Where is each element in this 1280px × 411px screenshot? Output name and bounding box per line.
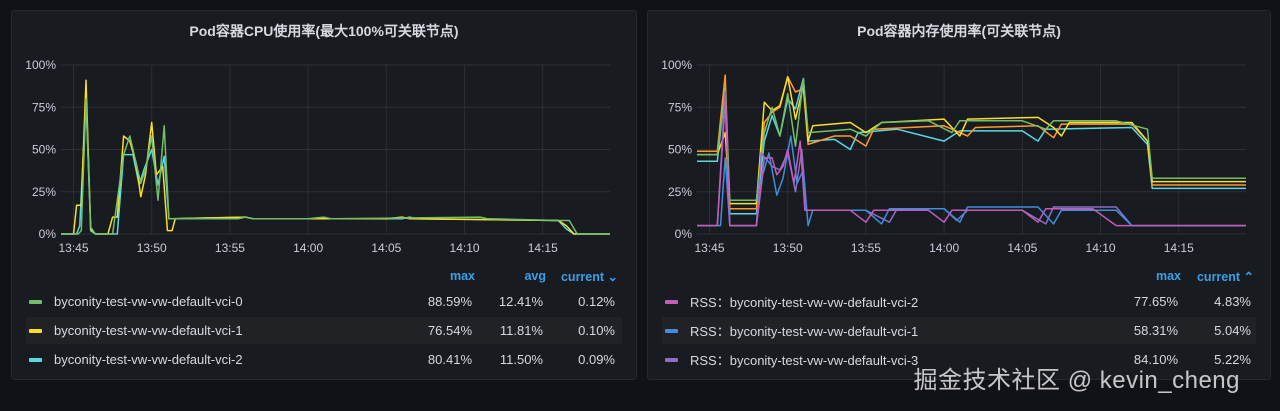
memory-usage-panel: Pod容器内存使用率(可关联节点) 0% 25% 50% 75% 100% 13:45 13… [647, 10, 1271, 380]
series-color-swatch [29, 328, 42, 333]
series-name: RSS：byconity-test-vw-vw-default-vci-3 [690, 353, 919, 368]
series-line[interactable] [697, 77, 1246, 215]
cpu-usage-panel: Pod容器CPU使用率(最大100%可关联节点) 0% 25% 50% 75% 100%… [11, 10, 637, 380]
legend-value-max: 76.54% [427, 323, 472, 338]
series-color-swatch [665, 328, 678, 333]
y-tick-label: 25% [32, 185, 56, 199]
watermark: 掘金技术社区 @ kevin_cheng [913, 367, 1240, 394]
y-tick-label: 25% [668, 185, 692, 199]
series-line[interactable] [61, 79, 610, 235]
series-color-swatch [29, 357, 42, 362]
x-tick-label: 14:00 [929, 241, 959, 255]
series-color-swatch [29, 299, 42, 304]
series-line[interactable] [61, 98, 610, 235]
y-tick-label: 100% [661, 58, 692, 72]
cpu-chart: 0% 25% 50% 75% 100% 13:45 13:50 13:55 14:00 14:05… [25, 58, 610, 255]
legend-value-current: 4.83% [1214, 294, 1251, 309]
legend-value-max: 88.59% [427, 294, 472, 309]
legend-value-max: 77.65% [1133, 294, 1178, 309]
legend-header-max[interactable]: max [449, 269, 475, 283]
series-line[interactable] [697, 91, 1246, 227]
series-name: byconity-test-vw-vw-default-vci-1 [54, 323, 243, 338]
legend-value-current: 5.22% [1214, 352, 1251, 367]
series-line[interactable] [697, 77, 1246, 201]
series-color-swatch [665, 357, 678, 362]
series-line[interactable] [697, 101, 1246, 227]
legend-header-current[interactable]: current ⌃ [1196, 270, 1254, 284]
memory-chart: 0% 25% 50% 75% 100% 13:45 13:50 13:55 14:00 14:05… [661, 58, 1246, 255]
series-name: byconity-test-vw-vw-default-vci-0 [54, 294, 243, 309]
legend-item[interactable]: byconity-test-vw-vw-default-vci-2 80.41% 1… [26, 346, 622, 373]
legend-value-current: 0.12% [578, 294, 615, 309]
panel-title: Pod容器内存使用率(可关联节点) [857, 23, 1061, 39]
y-tick-label: 75% [32, 100, 56, 114]
x-tick-label: 14:15 [1164, 241, 1194, 255]
series-line[interactable] [697, 76, 1246, 205]
x-tick-label: 13:45 [694, 241, 724, 255]
series-name: RSS：byconity-test-vw-vw-default-vci-1 [690, 324, 919, 339]
legend-value-current: 5.04% [1214, 323, 1251, 338]
series-name: byconity-test-vw-vw-default-vci-2 [54, 352, 243, 367]
x-tick-label: 13:55 [851, 241, 881, 255]
y-tick-label: 75% [668, 100, 692, 114]
legend-value-avg: 11.50% [499, 352, 543, 367]
panel-title: Pod容器CPU使用率(最大100%可关联节点) [189, 23, 459, 39]
y-tick-label: 0% [675, 227, 693, 241]
series-line[interactable] [61, 98, 610, 235]
legend-header-avg[interactable]: avg [524, 269, 546, 283]
legend-item[interactable]: byconity-test-vw-vw-default-vci-1 76.54% 1… [26, 317, 622, 344]
legend-value-max: 58.31% [1133, 323, 1178, 338]
y-tick-label: 100% [25, 58, 56, 72]
legend-item[interactable]: byconity-test-vw-vw-default-vci-0 88.59% 1… [26, 288, 622, 315]
x-tick-label: 14:10 [450, 241, 480, 255]
x-tick-label: 13:50 [773, 241, 803, 255]
legend-item[interactable]: RSS：byconity-test-vw-vw-default-vci-1 58.… [662, 317, 1256, 344]
legend-header-max[interactable]: max [1155, 269, 1181, 283]
x-tick-label: 14:10 [1086, 241, 1116, 255]
x-tick-label: 13:50 [137, 241, 167, 255]
x-tick-label: 14:00 [293, 241, 323, 255]
legend-item[interactable]: RSS：byconity-test-vw-vw-default-vci-3 84.… [662, 346, 1256, 373]
legend-value-avg: 12.41% [498, 294, 543, 309]
legend-item[interactable]: RSS：byconity-test-vw-vw-default-vci-2 77.… [662, 288, 1256, 315]
legend-value-avg: 11.81% [499, 323, 543, 338]
y-tick-label: 50% [668, 143, 692, 157]
x-tick-label: 14:15 [528, 241, 558, 255]
legend-header-current[interactable]: current ⌄ [560, 270, 618, 284]
legend-value-current: 0.09% [578, 352, 615, 367]
x-tick-label: 13:45 [58, 241, 88, 255]
y-tick-label: 0% [39, 227, 57, 241]
series-name: RSS：byconity-test-vw-vw-default-vci-2 [690, 295, 919, 310]
legend-value-current: 0.10% [578, 323, 615, 338]
series-color-swatch [665, 299, 678, 304]
x-tick-label: 14:05 [371, 241, 401, 255]
x-tick-label: 14:05 [1007, 241, 1037, 255]
y-tick-label: 50% [32, 143, 56, 157]
legend-value-max: 80.41% [427, 352, 472, 367]
x-tick-label: 13:55 [215, 241, 245, 255]
legend-value-max: 84.10% [1133, 352, 1178, 367]
